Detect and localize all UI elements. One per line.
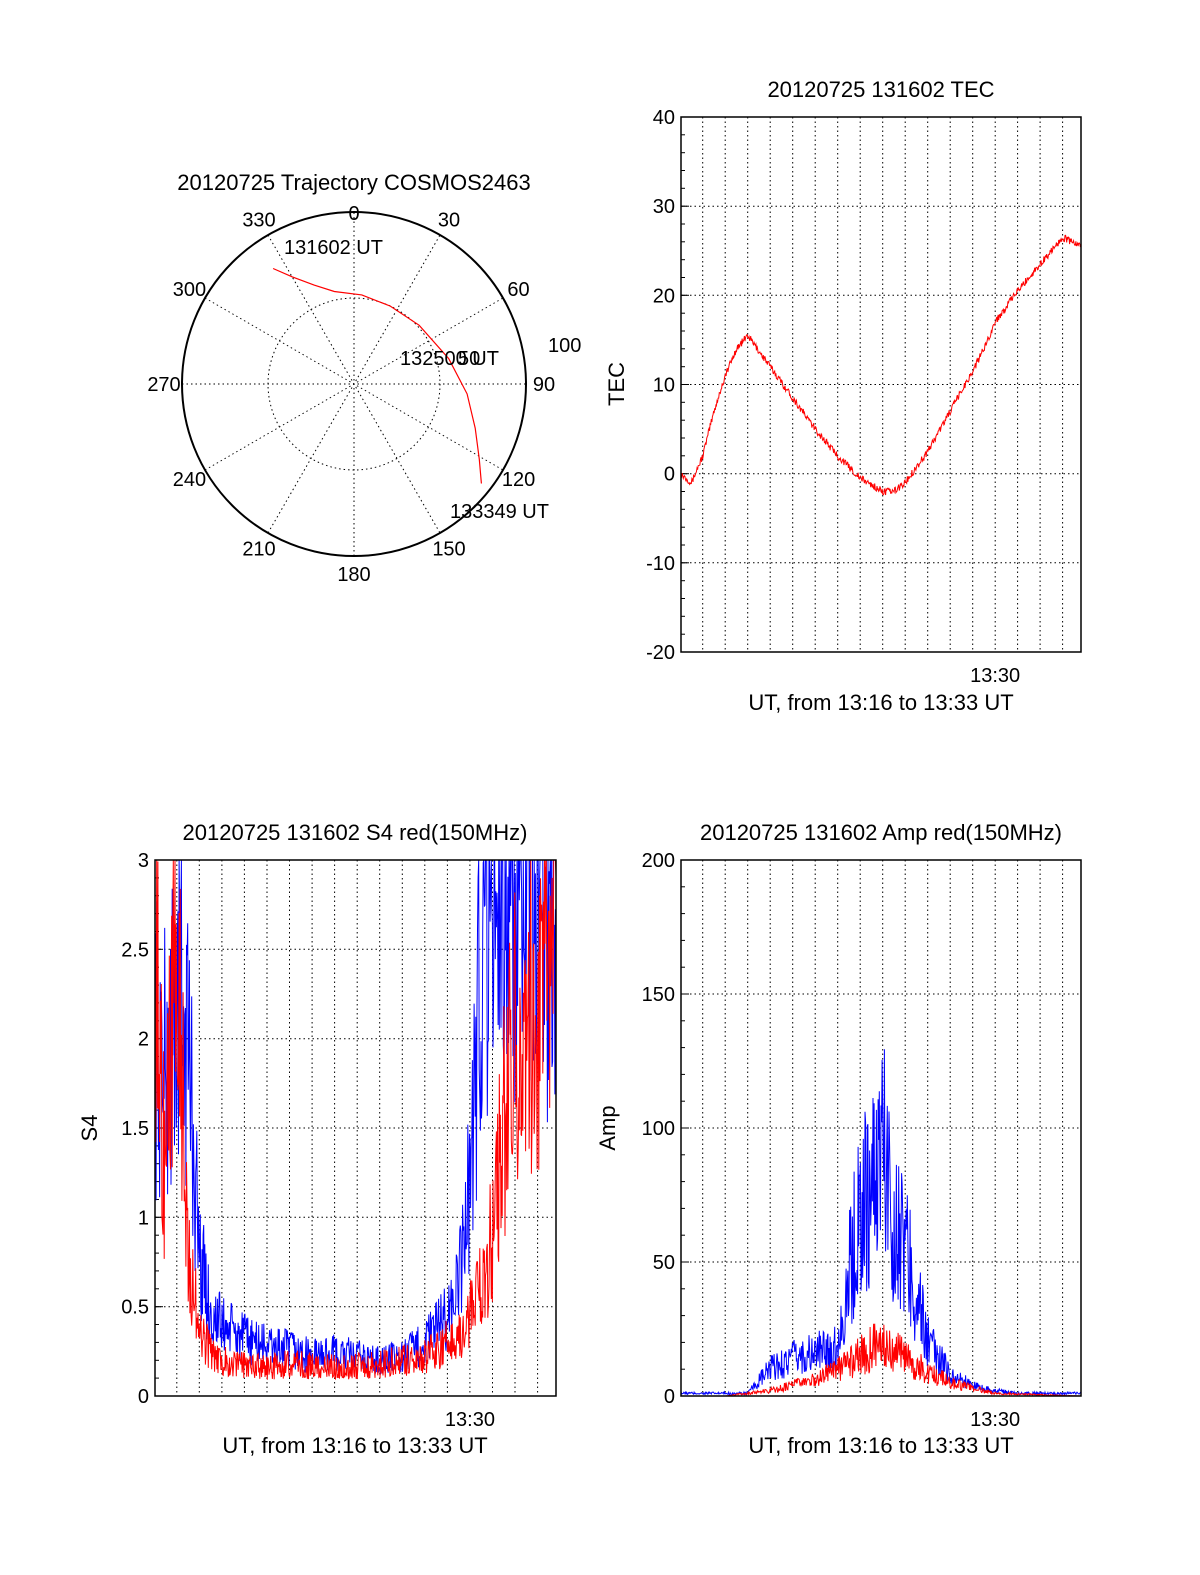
series-blue-line <box>154 859 557 1376</box>
tec-grid <box>681 116 1081 653</box>
tec-chart: 20120725 131602 TEC -20 -10 0 10 20 30 40 13:3… <box>604 77 1082 715</box>
amp-x-axis-label: UT, from 13:16 to 13:33 UT <box>748 1433 1013 1458</box>
y-tick-label: 150 <box>642 984 675 1006</box>
x-tick-label: 13:30 <box>445 1409 495 1431</box>
s4-title: 20120725 131602 S4 red(150MHz) <box>183 820 528 845</box>
tec-series <box>681 234 1082 496</box>
tec-x-axis-label: UT, from 13:16 to 13:33 UT <box>748 690 1013 715</box>
s4-chart: 20120725 131602 S4 red(150MHz) 0 0.5 1 1.5 2… <box>77 820 557 1458</box>
trajectory-polar-plot: 20120725 Trajectory COSMOS2463 0 30 60 90 12… <box>147 170 581 586</box>
s4-x-tick-labels: 13:30 <box>445 1409 495 1431</box>
amp-y-tick-labels: 0 50 100 150 200 <box>642 850 675 1408</box>
y-tick-label: 100 <box>642 1118 675 1140</box>
y-tick-label: -20 <box>646 642 675 664</box>
y-tick-label: 0 <box>138 1386 149 1408</box>
y-tick-label: 30 <box>653 196 675 218</box>
amp-x-tick-labels: 13:30 <box>970 1409 1020 1431</box>
tec-title: 20120725 131602 TEC <box>767 77 994 102</box>
amp-plot-frame <box>680 859 1082 1397</box>
y-tick-label: 0 <box>664 464 675 486</box>
s4-plot-frame <box>154 859 557 1397</box>
angle-label-30: 30 <box>438 209 460 231</box>
y-tick-label: 0.5 <box>121 1297 149 1319</box>
angle-label-240: 240 <box>173 469 206 491</box>
y-tick-label: 3 <box>138 850 149 872</box>
angle-label-270: 270 <box>147 374 180 396</box>
spoke-150 <box>267 234 441 534</box>
radius-label-100: 100 <box>548 335 581 357</box>
y-tick-label: 10 <box>653 375 675 397</box>
x-tick-label: 13:30 <box>970 1409 1020 1431</box>
angle-label-300: 300 <box>173 279 206 301</box>
tec-y-axis-label: TEC <box>604 362 629 406</box>
angle-label-60: 60 <box>507 279 529 301</box>
s4-x-axis-label: UT, from 13:16 to 13:33 UT <box>222 1433 487 1458</box>
y-tick-label: 0 <box>664 1386 675 1408</box>
y-tick-label: 40 <box>653 107 675 129</box>
y-tick-label: 2.5 <box>121 939 149 961</box>
y-tick-label: 2 <box>138 1029 149 1051</box>
amp-series <box>680 1049 1082 1397</box>
trajectory-title: 20120725 Trajectory COSMOS2463 <box>177 170 530 195</box>
radius-label-50: 50 <box>458 348 480 370</box>
s4-series <box>154 859 557 1381</box>
y-tick-label: 20 <box>653 285 675 307</box>
polar-angle-labels: 0 30 60 90 120 150 180 210 240 270 300 330 <box>147 203 555 586</box>
annotation-start: 131602 UT <box>284 237 383 259</box>
angle-label-0: 0 <box>348 203 359 225</box>
angle-label-150: 150 <box>432 539 465 561</box>
polar-spokes <box>182 212 526 556</box>
s4-y-tick-labels: 0 0.5 1 1.5 2 2.5 3 <box>121 850 149 1408</box>
angle-label-120: 120 <box>502 469 535 491</box>
tec-y-tick-labels: -20 -10 0 10 20 30 40 <box>646 107 675 664</box>
tec-plot-frame <box>680 116 1082 653</box>
y-tick-label: -10 <box>646 553 675 575</box>
trajectory-track <box>272 267 482 484</box>
amp-y-axis-label: Amp <box>595 1105 620 1150</box>
amp-chart: 20120725 131602 Amp red(150MHz) 0 50 100 15… <box>595 820 1082 1458</box>
angle-label-210: 210 <box>242 539 275 561</box>
amp-title: 20120725 131602 Amp red(150MHz) <box>700 820 1062 845</box>
angle-label-90: 90 <box>533 374 555 396</box>
series-red-line <box>681 234 1082 496</box>
tec-x-tick-labels: 13:30 <box>970 665 1020 687</box>
y-tick-label: 1 <box>138 1207 149 1229</box>
annotation-end: 133349 UT <box>450 501 549 523</box>
annotation-mid: 132500 UT <box>400 348 499 370</box>
s4-y-axis-label: S4 <box>77 1115 102 1142</box>
y-tick-label: 1.5 <box>121 1118 149 1140</box>
series-red-line <box>154 859 557 1381</box>
x-tick-label: 13:30 <box>970 665 1020 687</box>
y-tick-label: 50 <box>653 1252 675 1274</box>
angle-label-330: 330 <box>242 209 275 231</box>
y-tick-label: 200 <box>642 850 675 872</box>
series-red-line <box>681 1323 1081 1397</box>
angle-label-180: 180 <box>337 564 370 586</box>
